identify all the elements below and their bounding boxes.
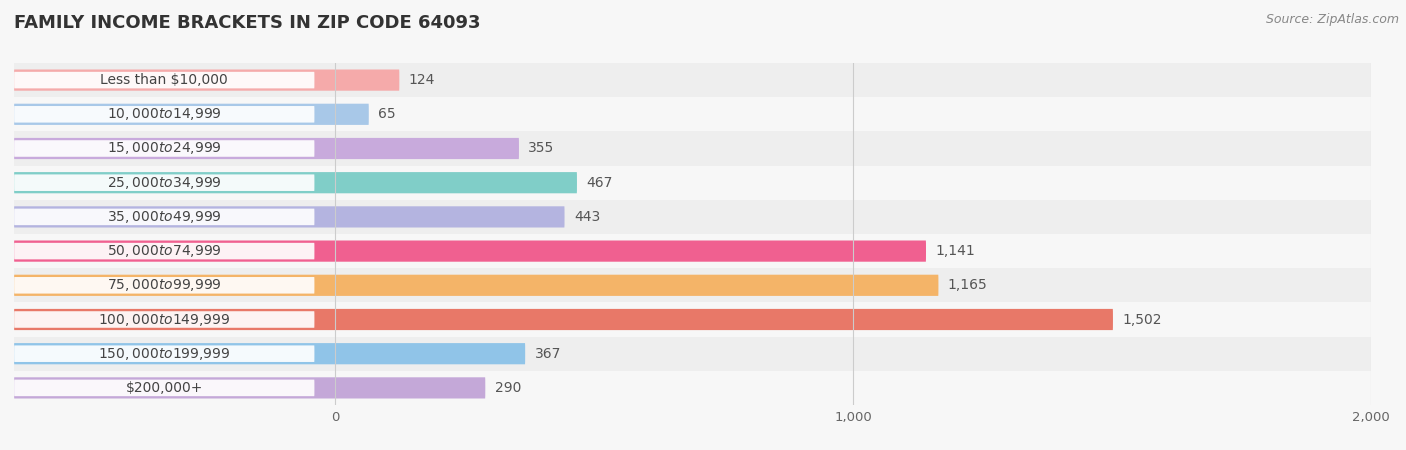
Text: $150,000 to $199,999: $150,000 to $199,999 bbox=[98, 346, 231, 362]
FancyBboxPatch shape bbox=[14, 131, 1371, 166]
FancyBboxPatch shape bbox=[14, 346, 315, 362]
Text: 290: 290 bbox=[495, 381, 522, 395]
FancyBboxPatch shape bbox=[14, 268, 1371, 302]
Text: $35,000 to $49,999: $35,000 to $49,999 bbox=[107, 209, 222, 225]
FancyBboxPatch shape bbox=[14, 337, 1371, 371]
FancyBboxPatch shape bbox=[14, 380, 315, 396]
FancyBboxPatch shape bbox=[14, 302, 1371, 337]
Text: 1,502: 1,502 bbox=[1122, 312, 1161, 327]
FancyBboxPatch shape bbox=[14, 309, 1114, 330]
Text: 1,141: 1,141 bbox=[935, 244, 976, 258]
FancyBboxPatch shape bbox=[14, 240, 927, 262]
Text: $75,000 to $99,999: $75,000 to $99,999 bbox=[107, 277, 222, 293]
Text: Less than $10,000: Less than $10,000 bbox=[100, 73, 228, 87]
FancyBboxPatch shape bbox=[14, 140, 315, 157]
FancyBboxPatch shape bbox=[14, 63, 1371, 97]
FancyBboxPatch shape bbox=[14, 277, 315, 293]
Text: 467: 467 bbox=[586, 176, 613, 190]
FancyBboxPatch shape bbox=[14, 166, 1371, 200]
Text: 355: 355 bbox=[529, 141, 554, 156]
FancyBboxPatch shape bbox=[14, 138, 519, 159]
Text: $100,000 to $149,999: $100,000 to $149,999 bbox=[98, 311, 231, 328]
FancyBboxPatch shape bbox=[14, 209, 315, 225]
Text: 367: 367 bbox=[534, 346, 561, 361]
FancyBboxPatch shape bbox=[14, 172, 576, 194]
Text: $25,000 to $34,999: $25,000 to $34,999 bbox=[107, 175, 222, 191]
FancyBboxPatch shape bbox=[14, 377, 485, 399]
FancyBboxPatch shape bbox=[14, 104, 368, 125]
Text: $50,000 to $74,999: $50,000 to $74,999 bbox=[107, 243, 222, 259]
Text: 1,165: 1,165 bbox=[948, 278, 987, 293]
FancyBboxPatch shape bbox=[14, 106, 315, 122]
Text: $15,000 to $24,999: $15,000 to $24,999 bbox=[107, 140, 222, 157]
FancyBboxPatch shape bbox=[14, 371, 1371, 405]
Text: 443: 443 bbox=[574, 210, 600, 224]
Text: $10,000 to $14,999: $10,000 to $14,999 bbox=[107, 106, 222, 122]
FancyBboxPatch shape bbox=[14, 200, 1371, 234]
FancyBboxPatch shape bbox=[14, 243, 315, 259]
FancyBboxPatch shape bbox=[14, 234, 1371, 268]
FancyBboxPatch shape bbox=[14, 311, 315, 328]
Text: $200,000+: $200,000+ bbox=[125, 381, 202, 395]
Text: Source: ZipAtlas.com: Source: ZipAtlas.com bbox=[1265, 14, 1399, 27]
FancyBboxPatch shape bbox=[14, 175, 315, 191]
FancyBboxPatch shape bbox=[14, 72, 315, 88]
FancyBboxPatch shape bbox=[14, 274, 938, 296]
FancyBboxPatch shape bbox=[14, 97, 1371, 131]
FancyBboxPatch shape bbox=[14, 69, 399, 91]
FancyBboxPatch shape bbox=[14, 343, 526, 364]
Text: 124: 124 bbox=[409, 73, 434, 87]
Text: 65: 65 bbox=[378, 107, 395, 122]
FancyBboxPatch shape bbox=[14, 206, 565, 228]
Text: FAMILY INCOME BRACKETS IN ZIP CODE 64093: FAMILY INCOME BRACKETS IN ZIP CODE 64093 bbox=[14, 14, 481, 32]
